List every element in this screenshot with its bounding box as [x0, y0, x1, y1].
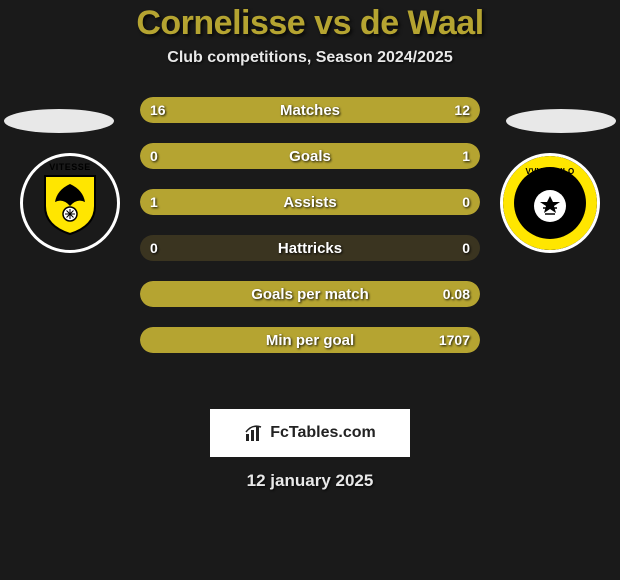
stat-left-value: 0: [150, 240, 158, 256]
stat-right-value: 12: [454, 102, 470, 118]
stat-right-value: 0: [462, 194, 470, 210]
page-subtitle: Club competitions, Season 2024/2025: [0, 49, 620, 67]
stat-bars: 16 12 Matches 0 1 Goals 1 0 Assists 0 0 Hattricks 0.…: [140, 97, 480, 373]
stat-row: 1 0 Assists: [140, 189, 480, 215]
stat-left-value: 0: [150, 148, 158, 164]
left-team-badge: VITESSE: [20, 153, 120, 253]
header: Cornelisse vs de Waal Club competitions,…: [0, 0, 620, 67]
chart-icon: [244, 422, 266, 444]
shield-eagle-icon: [35, 168, 105, 238]
right-player-marker: [506, 109, 616, 133]
right-team-name: VVV·VENLO: [503, 167, 597, 176]
right-team-badge: VVV·VENLO: [500, 153, 600, 253]
stat-left-value: 16: [150, 102, 166, 118]
stat-row: 0.08 Goals per match: [140, 281, 480, 307]
stat-right-value: 0.08: [443, 286, 470, 302]
stat-row: 0 1 Goals: [140, 143, 480, 169]
stat-right-value: 1: [462, 148, 470, 164]
stat-right-value: 1707: [439, 332, 470, 348]
left-team-name: VITESSE: [23, 162, 117, 172]
stat-right-value: 0: [462, 240, 470, 256]
watermark-text: FcTables.com: [270, 424, 376, 442]
left-player-marker: [4, 109, 114, 133]
stat-row: 0 0 Hattricks: [140, 235, 480, 261]
stat-label: Goals per match: [251, 286, 369, 303]
stat-label: Goals: [289, 148, 331, 165]
right-team-badge-inner: VVV·VENLO: [503, 156, 597, 250]
stat-row: 1707 Min per goal: [140, 327, 480, 353]
stat-left-value: 1: [150, 194, 158, 210]
date-text: 12 january 2025: [0, 471, 620, 491]
stat-label: Min per goal: [266, 332, 354, 349]
watermark[interactable]: FcTables.com: [210, 409, 410, 457]
left-team-badge-inner: VITESSE: [23, 156, 117, 250]
stat-label: Hattricks: [278, 240, 342, 257]
stat-row: 16 12 Matches: [140, 97, 480, 123]
comparison-area: VITESSE VVV·VENLO 16 12 Matches 0 1 Goals 1 0 As…: [0, 97, 620, 397]
page-title: Cornelisse vs de Waal: [0, 4, 620, 43]
stat-label: Matches: [280, 102, 340, 119]
stat-label: Assists: [283, 194, 336, 211]
